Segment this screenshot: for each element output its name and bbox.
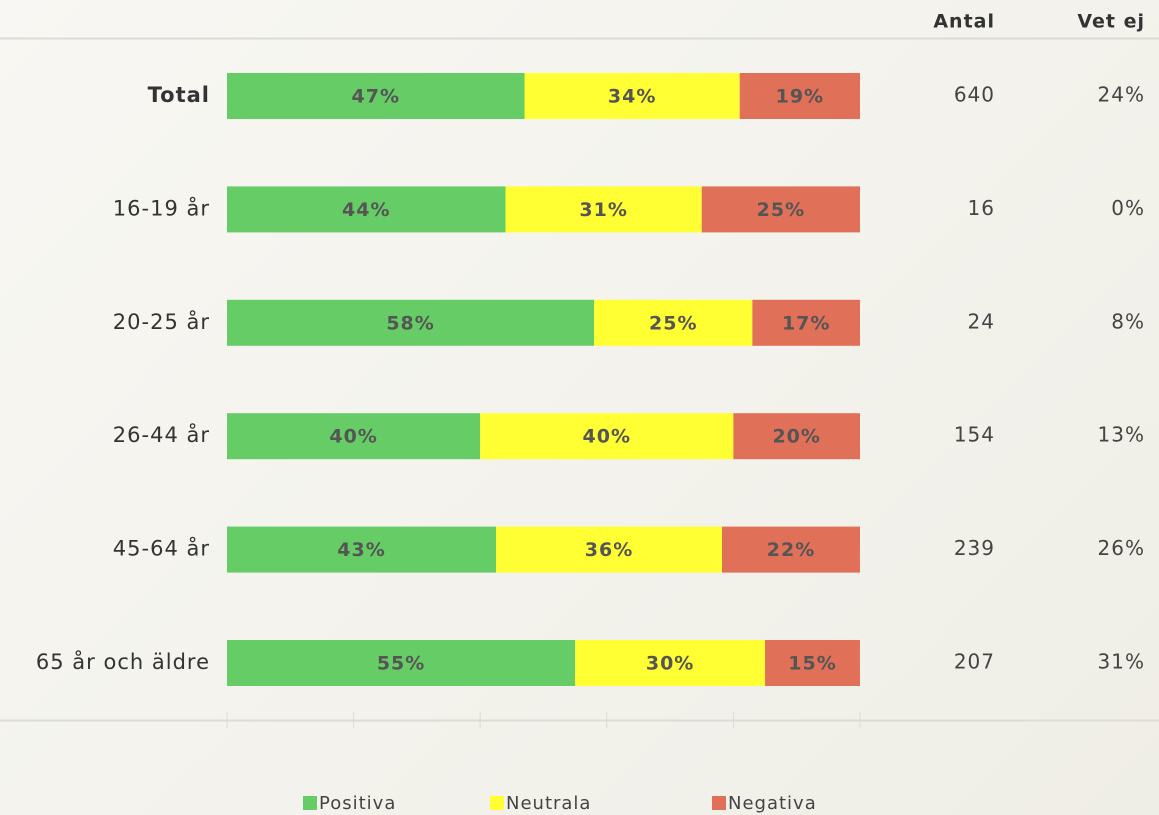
bar-segment <box>752 299 860 346</box>
table-cell: 26% <box>1098 536 1145 560</box>
bar-segment <box>733 413 860 460</box>
table-cell: 24% <box>1098 83 1145 107</box>
data-label: 19% <box>776 86 824 108</box>
table-cell: 16 <box>968 196 995 220</box>
data-label: 58% <box>386 312 434 334</box>
data-label: 30% <box>646 653 694 675</box>
legend-swatch <box>712 796 726 810</box>
table-cell: 0% <box>1111 196 1145 220</box>
data-label: 40% <box>583 426 631 448</box>
table-cell: 239 <box>954 536 995 560</box>
category-label: 26-44 år <box>113 422 210 447</box>
bar-segment <box>227 186 506 233</box>
bar-segment <box>480 413 734 460</box>
bar-segment <box>227 640 576 686</box>
data-label: 47% <box>352 86 400 108</box>
category-label: 20-25 år <box>113 309 210 334</box>
bar-segment <box>701 186 860 233</box>
data-label: 25% <box>757 199 805 221</box>
category-label: Total <box>148 83 210 107</box>
bar-segment <box>524 73 740 119</box>
bar-segment <box>739 73 860 119</box>
data-label: 44% <box>342 199 390 221</box>
bar-segment <box>496 526 723 573</box>
category-label: 65 år och äldre <box>36 649 210 674</box>
column-header: Vet ej <box>1077 11 1145 33</box>
data-label: 55% <box>377 653 425 675</box>
bar-segment <box>227 299 595 346</box>
bar-segment <box>594 299 753 346</box>
table-cell: 13% <box>1098 423 1145 447</box>
bar-segment <box>505 186 702 233</box>
data-label: 20% <box>772 426 820 448</box>
data-label: 22% <box>767 539 815 561</box>
column-header: Antal <box>933 11 995 33</box>
data-label: 40% <box>329 426 377 448</box>
legend-swatch <box>303 796 317 810</box>
bar-segment <box>227 73 525 119</box>
data-label: 25% <box>649 312 697 334</box>
legend-label: Negativa <box>728 793 817 814</box>
legend-swatch <box>490 796 504 810</box>
data-label: 15% <box>788 653 836 675</box>
legend-label: Neutrala <box>506 793 591 814</box>
bar-segment <box>227 526 497 573</box>
data-label: 43% <box>337 539 385 561</box>
table-cell: 154 <box>954 423 995 447</box>
table-cell: 31% <box>1098 650 1145 674</box>
table-cell: 8% <box>1111 309 1145 333</box>
table-cell: 24 <box>968 309 995 333</box>
data-label: 31% <box>579 199 627 221</box>
table-cell: 640 <box>954 83 995 107</box>
data-label: 34% <box>608 86 656 108</box>
bar-segment <box>575 640 766 686</box>
data-label: 36% <box>585 539 633 561</box>
bar-segment <box>227 413 481 460</box>
bar-segment <box>722 526 860 573</box>
bar-segment <box>765 640 860 686</box>
category-label: 16-19 år <box>113 195 210 220</box>
category-label: 45-64 år <box>113 536 210 561</box>
legend-label: Positiva <box>319 793 396 814</box>
table-cell: 207 <box>954 650 995 674</box>
data-label: 17% <box>782 312 830 334</box>
